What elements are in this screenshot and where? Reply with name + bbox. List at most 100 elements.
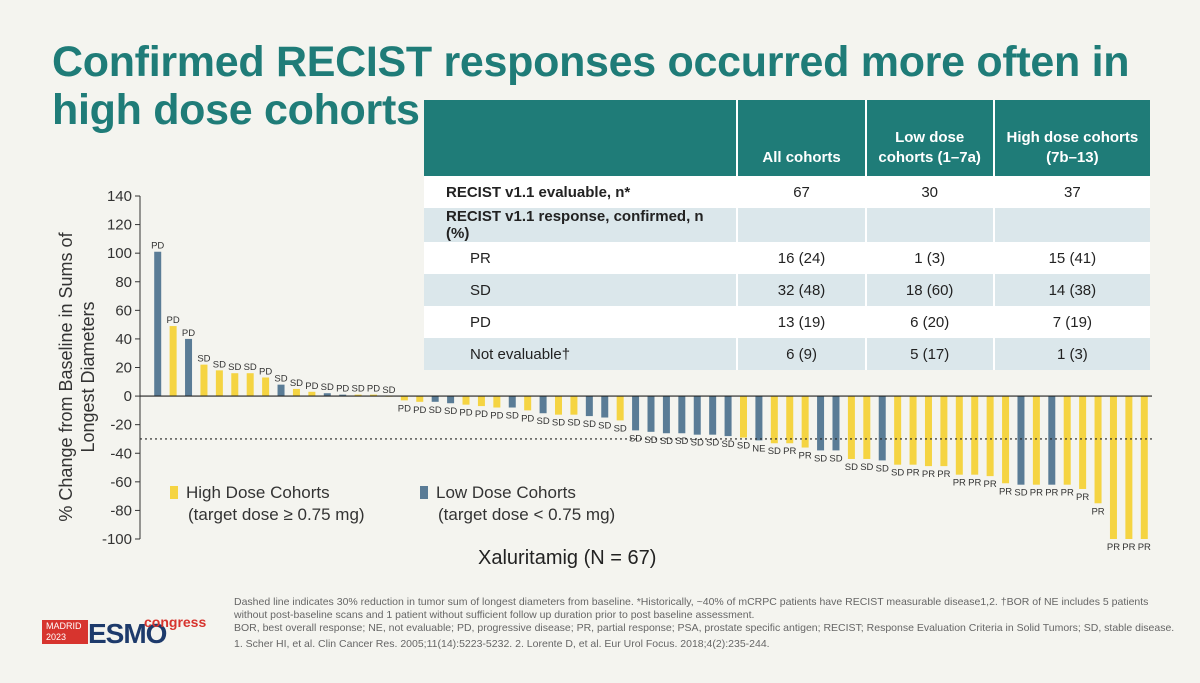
y-tick-label: -20 <box>110 417 132 434</box>
table-row: RECIST v1.1 response, confirmed, n (%) <box>424 208 1150 242</box>
bar-label: PD <box>336 384 349 395</box>
bar-label: SD <box>598 421 611 432</box>
cell-high: 15 (41) <box>993 242 1150 274</box>
bar-label: PR <box>1061 488 1074 499</box>
bar-label: SD <box>891 468 904 479</box>
bar <box>832 396 840 451</box>
bar-label: PD <box>490 411 503 422</box>
bar-label: PR <box>1138 542 1151 553</box>
bar <box>585 396 593 417</box>
bar-label: PR <box>1030 488 1043 499</box>
bar <box>339 394 347 397</box>
table-header-low: Low dose cohorts (1–7a) <box>865 100 995 176</box>
bar-label: PR <box>937 469 950 480</box>
bar <box>739 396 747 438</box>
bar-label: SD <box>583 419 596 430</box>
bar <box>262 377 270 397</box>
bar <box>878 396 886 461</box>
bar-label: PD <box>182 328 195 339</box>
legend-low-label: Low Dose Cohorts <box>436 483 576 502</box>
bar <box>662 396 670 434</box>
row-label: RECIST v1.1 response, confirmed, n (%) <box>424 208 739 242</box>
bar-label: SD <box>429 405 442 416</box>
response-table: All cohorts Low dose cohorts (1–7a) High… <box>424 100 1150 370</box>
y-tick-label: -100 <box>102 531 132 548</box>
y-tick-label: -80 <box>110 502 132 519</box>
legend-low-swatch <box>420 486 428 499</box>
y-tick-label: 100 <box>107 245 132 262</box>
bar-label: PR <box>1107 542 1120 553</box>
table-row: PR 16 (24) 1 (3) 15 (41) <box>424 242 1150 274</box>
bar-label: PD <box>398 403 411 414</box>
cell-high: 1 (3) <box>993 338 1150 370</box>
legend-low: Low Dose Cohorts (target dose < 0.75 mg) <box>420 482 615 526</box>
bar-label: PD <box>305 381 318 392</box>
bar <box>616 396 624 421</box>
bar <box>647 396 655 432</box>
bar <box>1079 396 1087 489</box>
bar-label: SD <box>845 462 858 473</box>
bar-label: PR <box>968 478 981 489</box>
logo-brand: ESMO <box>88 618 167 649</box>
bar-label: PR <box>906 468 919 479</box>
cell-low: 30 <box>865 176 995 208</box>
footnote-1: Dashed line indicates 30% reduction in t… <box>234 596 1149 621</box>
bar <box>601 396 609 418</box>
cell-all: 67 <box>737 176 867 208</box>
cell-all: 16 (24) <box>737 242 867 274</box>
logo-suffix: congress <box>144 614 207 630</box>
bar <box>539 396 547 414</box>
table-header-blank <box>424 100 739 176</box>
table-row: Not evaluable† 6 (9) 5 (17) 1 (3) <box>424 338 1150 370</box>
bar-label: SD <box>876 463 889 474</box>
cell-high <box>993 208 1150 242</box>
y-tick-label: -60 <box>110 474 132 491</box>
bar <box>169 326 177 397</box>
y-axis: 140 120 100 80 60 40 20 0 -20 -40 -60 -80 -100 <box>102 188 141 548</box>
bar <box>632 396 640 431</box>
bar-label: PR <box>783 446 796 457</box>
cell-high: 14 (38) <box>993 274 1150 306</box>
bar <box>416 396 424 402</box>
bar <box>431 396 439 402</box>
bar-label: SD <box>213 359 226 370</box>
bar <box>724 396 732 437</box>
bar-label: PR <box>922 469 935 480</box>
bar-label: PD <box>367 384 380 395</box>
bar-label: SD <box>691 438 704 449</box>
bar-label: PR <box>1122 542 1135 553</box>
bar-label: PR <box>1076 492 1089 503</box>
bar <box>924 396 932 467</box>
bar <box>323 393 331 397</box>
bar <box>894 396 902 465</box>
bar <box>755 396 763 441</box>
bar <box>246 373 254 397</box>
bar-label: PD <box>413 405 426 416</box>
bar <box>477 396 485 407</box>
bar-label: PD <box>259 367 272 378</box>
bar <box>354 394 362 397</box>
bar <box>1048 396 1056 485</box>
row-label: RECIST v1.1 evaluable, n* <box>424 176 739 208</box>
table-header-high: High dose cohorts (7b–13) <box>993 100 1150 176</box>
bar-label: SD <box>506 411 519 422</box>
row-label: Not evaluable† <box>424 338 739 370</box>
slide-title: Confirmed RECIST responses occurred more… <box>52 38 1130 134</box>
bar-label: SD <box>675 436 688 447</box>
bar-label: SD <box>768 446 781 457</box>
legend-high-swatch <box>170 486 178 499</box>
bar-label: SD <box>228 362 241 373</box>
bar-label: SD <box>444 406 457 417</box>
y-tick-label: 0 <box>124 388 132 405</box>
table-row: SD 32 (48) 18 (60) 14 (38) <box>424 274 1150 306</box>
y-axis-label: % Change from Baseline in Sums of Longes… <box>56 232 98 522</box>
row-label: PD <box>424 306 739 338</box>
bar <box>185 338 193 397</box>
bar-label: SD <box>274 374 287 385</box>
bar <box>462 396 470 405</box>
cell-high: 37 <box>993 176 1150 208</box>
footnote-2: BOR, best overall response; NE, not eval… <box>234 622 1175 634</box>
bar-label: PR <box>953 478 966 489</box>
bar <box>986 396 994 477</box>
bar <box>370 394 378 397</box>
